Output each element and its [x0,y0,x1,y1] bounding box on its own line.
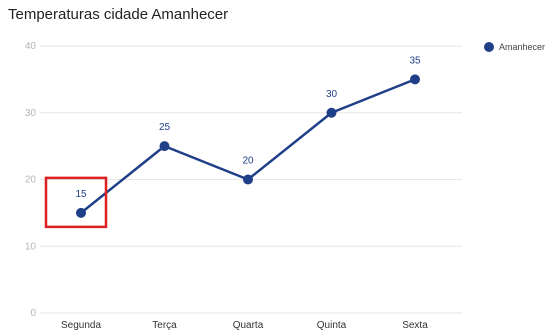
y-tick-label: 20 [25,175,37,186]
data-label: 30 [326,89,338,100]
data-point[interactable] [159,141,170,152]
legend-label: Amanhecer [499,42,545,52]
y-tick-label: 0 [30,308,36,319]
data-point[interactable] [410,74,420,85]
data-label: 35 [409,55,421,66]
data-point[interactable] [76,207,86,218]
data-label: 20 [242,156,254,167]
highlight-box [44,176,108,229]
x-tick-label: Terça [152,320,177,331]
x-tick-label: Segunda [61,320,101,331]
x-tick-label: Quarta [233,320,264,331]
y-tick-label: 10 [25,241,37,252]
x-tick-label: Sexta [402,320,428,331]
y-tick-label: 30 [25,108,37,119]
legend-marker [484,42,494,52]
chart-title: Temperaturas cidade Amanhecer [8,6,229,23]
y-tick-label: 40 [25,41,37,52]
x-tick-label: Quinta [317,320,347,331]
data-point[interactable] [326,107,337,118]
data-label: 15 [75,189,87,200]
data-label: 25 [159,122,171,133]
series-line [80,78,416,214]
data-point[interactable] [243,174,253,185]
